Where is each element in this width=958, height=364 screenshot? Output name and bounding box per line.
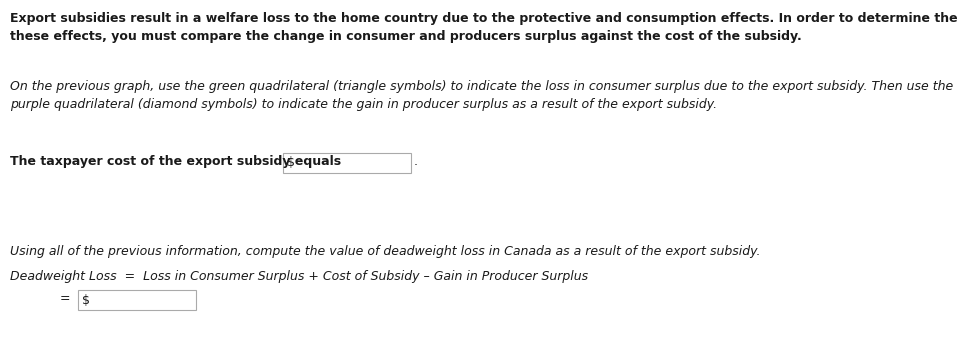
Text: On the previous graph, use the green quadrilateral (triangle symbols) to indicat: On the previous graph, use the green qua… <box>10 80 953 93</box>
Text: Using all of the previous information, compute the value of deadweight loss in C: Using all of the previous information, c… <box>10 245 761 258</box>
Text: =: = <box>60 292 71 305</box>
Text: Deadweight Loss  =  Loss in Consumer Surplus + Cost of Subsidy – Gain in Produce: Deadweight Loss = Loss in Consumer Surpl… <box>10 270 588 283</box>
FancyBboxPatch shape <box>78 290 196 310</box>
Text: .: . <box>414 155 418 168</box>
Text: $: $ <box>287 157 295 170</box>
Text: purple quadrilateral (diamond symbols) to indicate the gain in producer surplus : purple quadrilateral (diamond symbols) t… <box>10 98 718 111</box>
Text: Export subsidies result in a welfare loss to the home country due to the protect: Export subsidies result in a welfare los… <box>10 12 958 25</box>
Text: The taxpayer cost of the export subsidy equals: The taxpayer cost of the export subsidy … <box>10 155 346 168</box>
FancyBboxPatch shape <box>283 153 411 173</box>
Text: $: $ <box>82 293 90 306</box>
Text: these effects, you must compare the change in consumer and producers surplus aga: these effects, you must compare the chan… <box>10 30 802 43</box>
